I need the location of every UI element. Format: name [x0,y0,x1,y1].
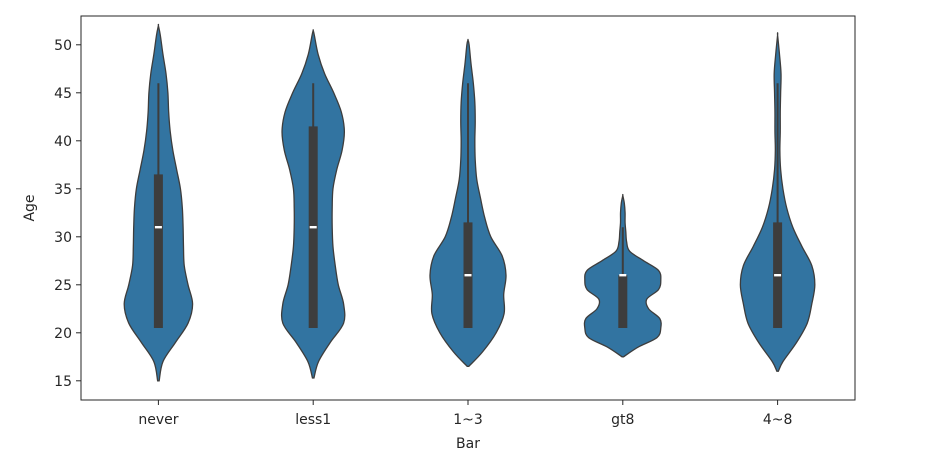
x-tick-label: 1~3 [453,412,483,428]
violin-4~8 [739,32,816,372]
y-tick-label: 45 [54,86,72,102]
y-tick-label: 40 [54,134,72,150]
x-axis-label: Bar [456,436,480,452]
violin-iqr-box [618,275,628,328]
y-tick-label: 15 [54,374,72,390]
violin-gt8 [583,193,662,358]
y-tick-label: 20 [54,326,72,342]
x-tick-label: less1 [295,412,331,428]
y-tick-label: 35 [54,182,72,198]
y-tick-label: 25 [54,278,72,294]
violin-median-marker [154,226,162,229]
violin-iqr-box [153,174,163,328]
x-axis: never less1 1~3 gt8 4~8 [138,400,792,428]
violin-less1 [280,29,346,379]
y-axis: 15 20 25 30 35 40 45 50 [54,38,81,390]
y-tick-label: 50 [54,38,72,54]
violin-median-marker [774,274,782,277]
violin-1~3 [429,38,507,368]
violin-median-marker [619,274,627,277]
x-tick-label: gt8 [611,412,634,428]
violin-never [123,23,194,382]
violins-group [123,23,816,382]
violin-median-marker [309,226,317,229]
x-tick-label: never [138,412,178,428]
y-axis-label: Age [22,194,38,221]
y-tick-label: 30 [54,230,72,246]
violin-median-marker [464,274,472,277]
x-tick-label: 4~8 [763,412,793,428]
